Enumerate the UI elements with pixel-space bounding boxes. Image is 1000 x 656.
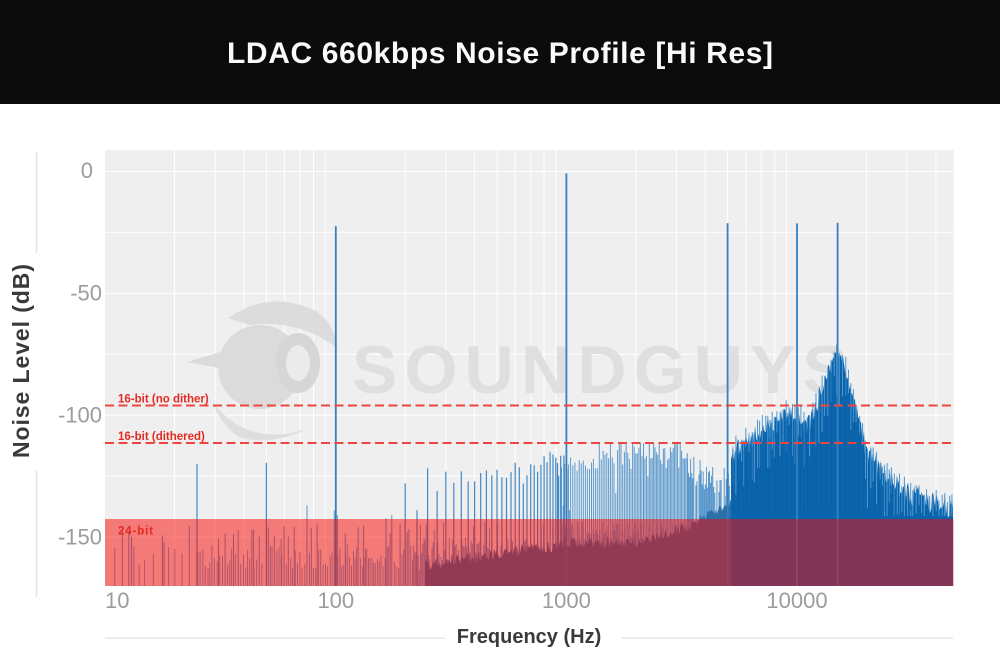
svg-text:10: 10: [105, 588, 129, 613]
svg-text:1000: 1000: [542, 588, 591, 613]
svg-text:LDAC 660kbps Noise Profile [Hi: LDAC 660kbps Noise Profile [Hi Res]: [227, 37, 773, 70]
svg-text:0: 0: [81, 158, 93, 183]
svg-text:Noise Level (dB): Noise Level (dB): [8, 264, 34, 458]
svg-text:24-bit: 24-bit: [118, 526, 153, 538]
svg-text:100: 100: [317, 588, 354, 613]
svg-text:10000: 10000: [766, 588, 827, 613]
svg-text:-50: -50: [70, 281, 102, 306]
svg-text:-150: -150: [58, 524, 102, 549]
svg-text:16-bit (dithered): 16-bit (dithered): [118, 431, 205, 443]
svg-text:16-bit (no dither): 16-bit (no dither): [118, 394, 209, 406]
svg-text:Frequency (Hz): Frequency (Hz): [457, 626, 601, 648]
svg-text:-100: -100: [58, 403, 102, 428]
svg-text:SOUNDGUYS: SOUNDGUYS: [352, 332, 848, 408]
